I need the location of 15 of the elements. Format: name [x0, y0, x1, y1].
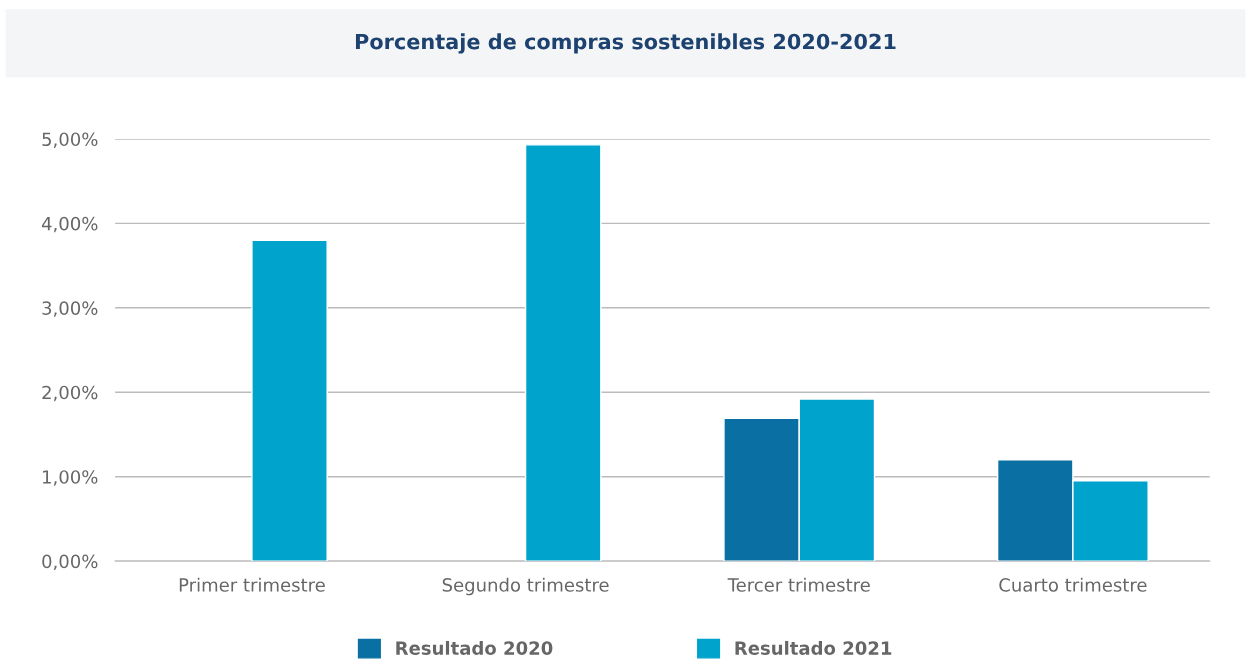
y-tick-label: 3,00%	[42, 301, 98, 317]
bar	[524, 144, 602, 562]
y-tick-label: 1,00%	[43, 470, 98, 486]
x-tick-label: Primer trimestre	[179, 577, 325, 592]
x-tick-label: Segundo trimestre	[442, 577, 609, 596]
y-tick-label: 5,00%	[42, 132, 98, 148]
x-tick-label: Tercer trimestre	[727, 577, 870, 592]
y-tick-label: 2,00%	[42, 385, 98, 402]
legend-label: Resultado 2021	[735, 640, 892, 655]
chart-title: Porcentaje de compras sostenibles 2020-2021	[355, 33, 896, 54]
y-tick-label: 0,00%	[42, 554, 98, 571]
x-tick-label: Cuarto trimestre	[999, 577, 1147, 592]
y-tick-label: 4,00%	[41, 216, 98, 233]
bar	[251, 239, 328, 562]
legend-label: Resultado 2020	[396, 640, 553, 655]
